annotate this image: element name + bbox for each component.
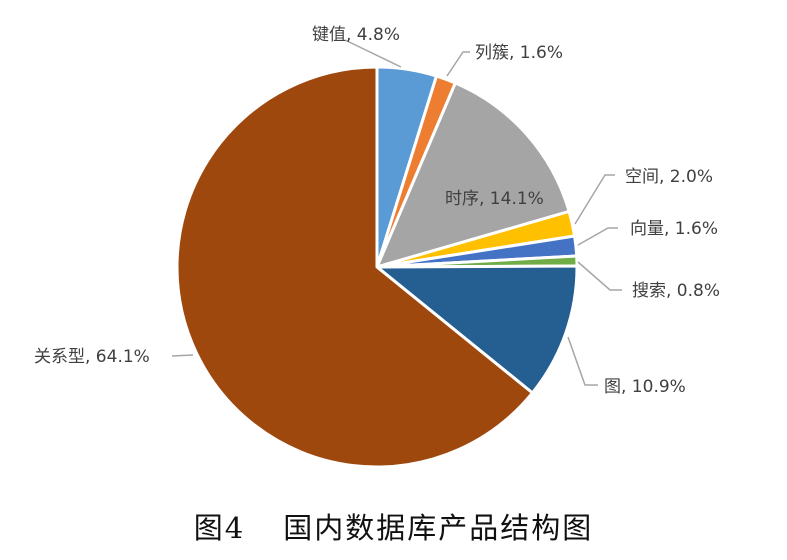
pie-slice-7 bbox=[375, 264, 579, 395]
figure-title: 国内数据库产品结构图 bbox=[283, 511, 594, 545]
data-labels: 键值, 4.8% 列簇, 1.6% 时序, 14.1% 空间, 2.0% 向量,… bbox=[34, 25, 720, 397]
label-relational: 关系型, 64.1% bbox=[34, 347, 150, 367]
leader-line-search bbox=[577, 261, 622, 291]
leader-line-graph bbox=[567, 336, 598, 386]
label-column: 列簇, 1.6% bbox=[475, 43, 563, 63]
leader-line-spatial bbox=[574, 174, 615, 225]
leader-line-column bbox=[446, 51, 470, 77]
leader-line-relational bbox=[171, 354, 194, 357]
leader-line-kv bbox=[344, 39, 402, 68]
label-search: 搜索, 0.8% bbox=[632, 281, 720, 301]
pie-slices bbox=[175, 65, 579, 469]
label-timeseries: 时序, 14.1% bbox=[445, 189, 544, 209]
pie-slice-3 bbox=[375, 81, 571, 269]
label-vector: 向量, 1.6% bbox=[630, 219, 718, 239]
figure-number: 图4 bbox=[193, 511, 246, 545]
pie-slice-8 bbox=[175, 65, 534, 469]
label-graph: 图, 10.9% bbox=[604, 377, 686, 397]
leader-line-vector bbox=[577, 227, 618, 246]
label-kv: 键值, 4.8% bbox=[312, 25, 400, 45]
pie-chart: 键值, 4.8% 列簇, 1.6% 时序, 14.1% 空间, 2.0% 向量,… bbox=[34, 25, 720, 469]
leader-lines bbox=[171, 39, 622, 386]
label-spatial: 空间, 2.0% bbox=[625, 167, 713, 187]
figure-caption: 图4 国内数据库产品结构图 bbox=[0, 505, 787, 547]
